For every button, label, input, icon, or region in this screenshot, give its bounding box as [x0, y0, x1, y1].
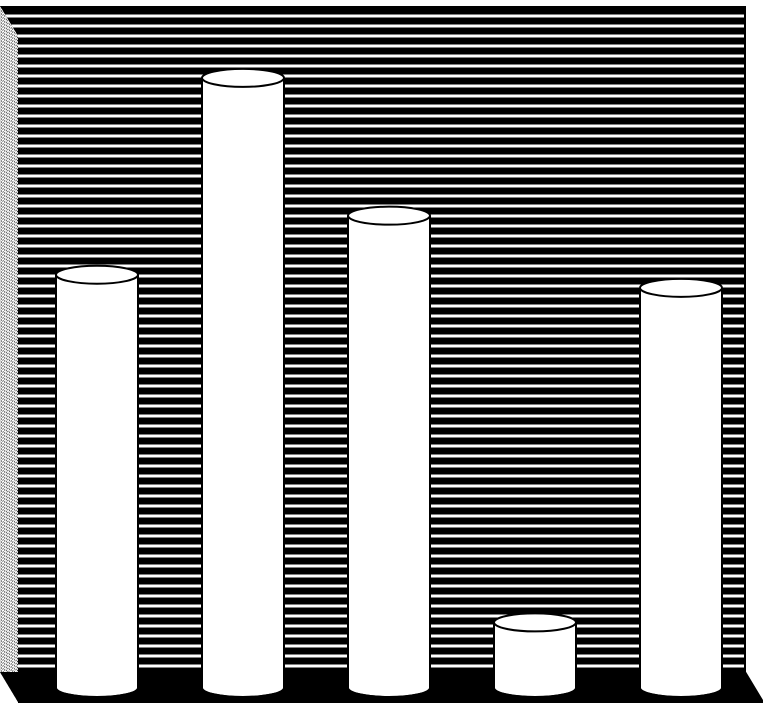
bar-1: [56, 266, 138, 697]
chart-svg: [0, 0, 763, 714]
bar-5: [640, 279, 722, 697]
bar-chart-3d: [0, 0, 763, 714]
bar-2: [202, 69, 284, 697]
bar-4: [494, 613, 576, 697]
bar-3: [348, 207, 430, 697]
